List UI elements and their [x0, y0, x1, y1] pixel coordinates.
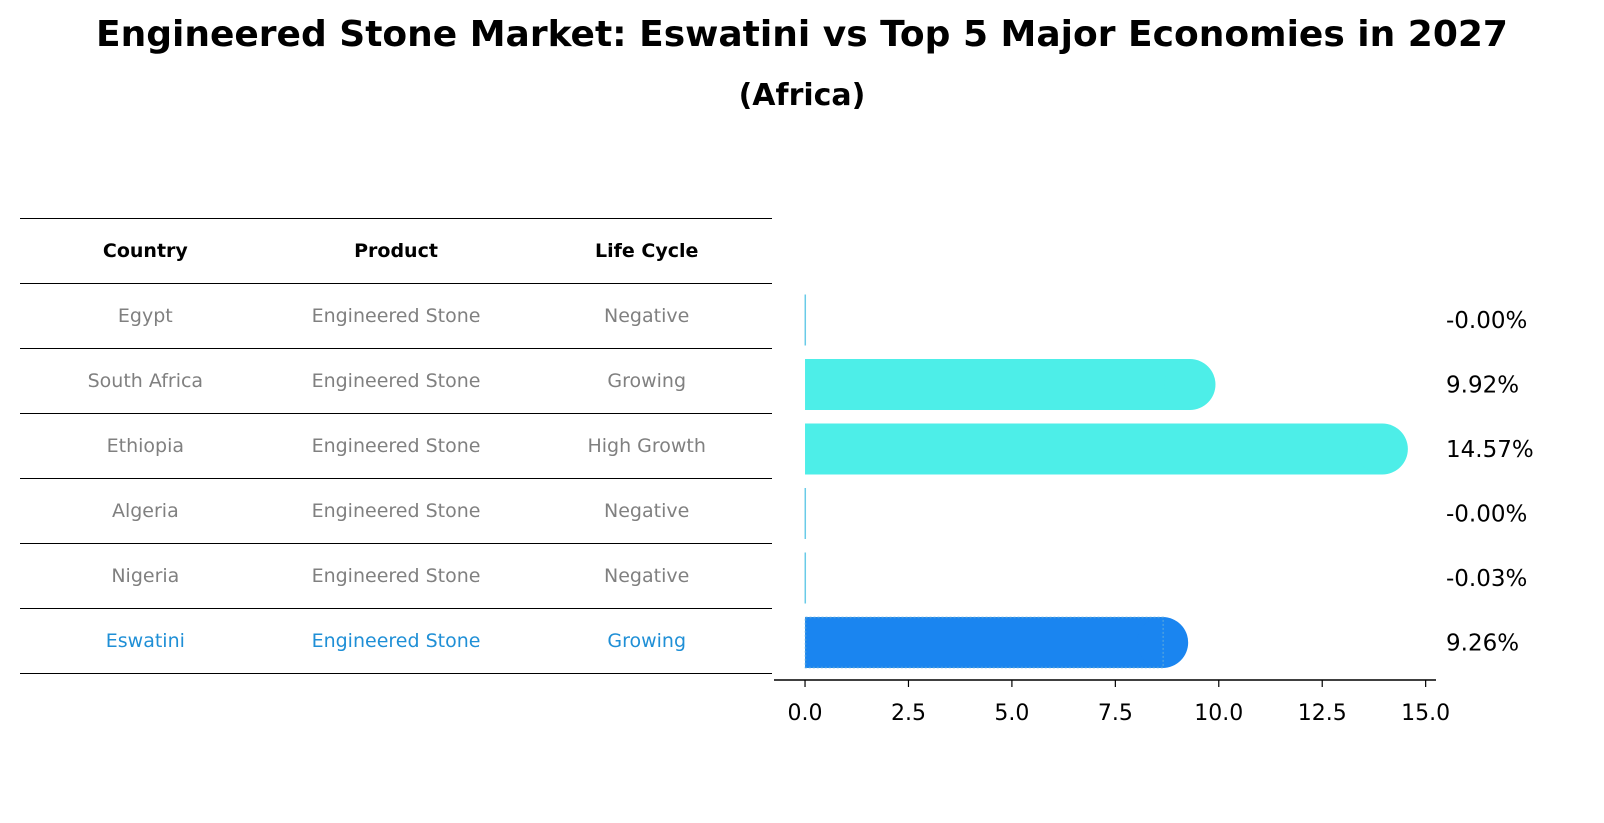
table-row: Ethiopia Engineered Stone High Growth [20, 414, 772, 479]
x-tick-label: 10.0 [1194, 701, 1243, 726]
cell-life-cycle: Negative [604, 565, 690, 587]
bar-egypt [804, 294, 807, 346]
cell-country: Egypt [117, 305, 173, 327]
table-row: Nigeria Engineered Stone Negative [20, 544, 772, 609]
table-row: South Africa Engineered Stone Growing [20, 349, 772, 414]
bar-nigeria [804, 552, 807, 604]
bar-value-label: -0.00% [1446, 308, 1527, 334]
bar-eswatini [804, 616, 1189, 669]
header-product: Product [354, 240, 438, 262]
bar-ethiopia [805, 423, 1408, 475]
bar-value-label: 9.92% [1446, 373, 1519, 399]
cell-product: Engineered Stone [311, 305, 481, 327]
table-row: Egypt Engineered Stone Negative [20, 284, 772, 349]
bar-south-africa [805, 359, 1216, 410]
x-tick-label: 0.0 [788, 701, 823, 726]
chart-subtitle: (Africa) [738, 78, 866, 113]
cell-life-cycle: Growing [607, 370, 687, 392]
table-row-highlight: Eswatini Engineered Stone Growing [20, 609, 772, 674]
cell-life-cycle: Negative [604, 500, 690, 522]
x-tick-label: 15.0 [1401, 701, 1450, 726]
cell-product: Engineered Stone [311, 565, 481, 587]
table-header-row: Country Product Life Cycle [20, 219, 772, 284]
bar-value-label: 9.26% [1446, 631, 1519, 657]
x-tick-label: 7.5 [1098, 701, 1133, 726]
cell-product: Engineered Stone [311, 630, 481, 652]
cell-product: Engineered Stone [311, 435, 481, 457]
cell-product: Engineered Stone [311, 500, 481, 522]
header-country: Country [102, 240, 188, 262]
x-tick-label: 12.5 [1298, 701, 1347, 726]
cell-country: Eswatini [105, 630, 185, 652]
bar-chart: -0.00% 9.92% 14.57% -0.00% -0.03% 9.26% 0.0 2.5… [774, 294, 1534, 726]
table-row: Algeria Engineered Stone Negative [20, 479, 772, 544]
x-tick-label: 2.5 [891, 701, 926, 726]
bar-value-label: -0.00% [1446, 502, 1527, 528]
cell-life-cycle: Negative [604, 305, 690, 327]
bar-value-label: -0.03% [1446, 566, 1527, 592]
cell-country: South Africa [87, 370, 204, 392]
cell-life-cycle: Growing [607, 630, 687, 652]
cell-country: Algeria [111, 500, 179, 522]
cell-country: Nigeria [111, 565, 180, 587]
x-tick-label: 5.0 [994, 701, 1029, 726]
cell-country: Ethiopia [106, 435, 185, 457]
cell-product: Engineered Stone [311, 370, 481, 392]
bar-value-label: 14.57% [1446, 437, 1534, 463]
data-table: Country Product Life Cycle Egypt Enginee… [20, 218, 772, 674]
bar-algeria [804, 488, 807, 539]
chart-title: Engineered Stone Market: Eswatini vs Top… [96, 14, 1508, 55]
cell-life-cycle: High Growth [587, 435, 706, 457]
header-life-cycle: Life Cycle [594, 240, 699, 262]
